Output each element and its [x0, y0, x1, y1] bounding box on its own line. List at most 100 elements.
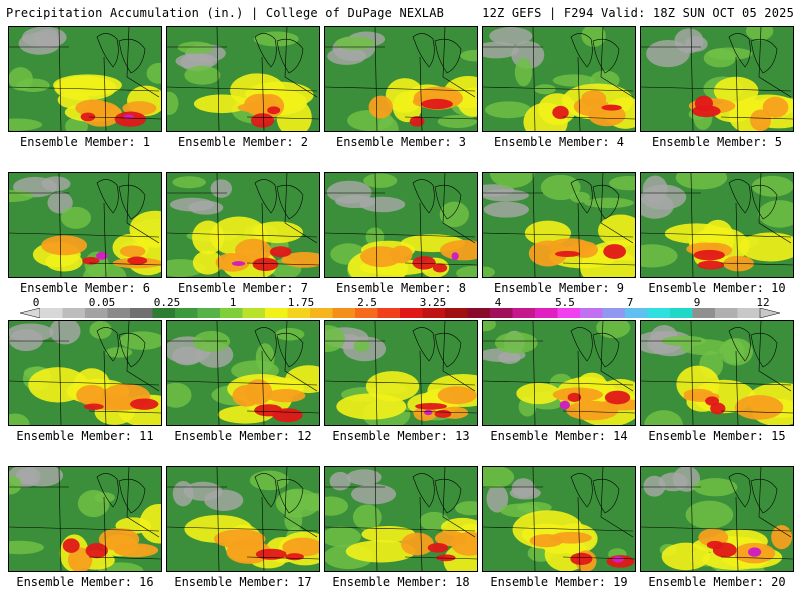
precip-map — [483, 467, 635, 571]
precip-contour — [646, 39, 690, 68]
precip-contour — [643, 475, 666, 497]
colorbar-segment — [422, 308, 446, 318]
state-boundary — [246, 262, 319, 266]
state-boundary — [600, 321, 634, 392]
precip-contour — [28, 367, 88, 403]
state-boundary — [758, 321, 792, 392]
precip-contour — [360, 246, 403, 268]
state-boundary — [261, 350, 265, 425]
state-boundary — [58, 27, 62, 131]
colorbar-tick-label: 12 — [756, 296, 770, 309]
precip-contour — [421, 98, 453, 110]
state-boundary — [404, 116, 477, 120]
state-boundary — [434, 38, 462, 74]
precip-contour — [252, 257, 279, 272]
colorbar-tick-label: 0 — [32, 296, 40, 309]
precip-contour — [94, 492, 115, 503]
ensemble-map-panel — [640, 320, 794, 426]
state-boundary — [374, 27, 378, 131]
state-boundary — [284, 467, 318, 538]
state-boundary — [254, 327, 277, 362]
state-boundary — [103, 350, 107, 425]
state-boundary — [720, 116, 793, 120]
precipitation-colorbar — [20, 308, 780, 318]
state-boundary — [720, 262, 793, 266]
ensemble-member-label: Ensemble Member: 6 — [19, 281, 151, 295]
ensemble-member-label: Ensemble Member: 17 — [174, 575, 312, 589]
state-boundary — [434, 332, 462, 368]
precip-map — [325, 173, 477, 277]
colorbar-tick-label: 7 — [626, 296, 634, 309]
precip-map — [641, 321, 793, 425]
state-boundary — [442, 173, 476, 244]
precip-contour — [680, 339, 731, 356]
precip-contour — [192, 250, 223, 275]
precip-contour — [483, 321, 496, 332]
state-boundary — [641, 232, 792, 238]
precip-contour — [534, 84, 556, 95]
precip-contour — [184, 65, 221, 85]
ensemble-map-panel — [482, 172, 636, 278]
colorbar-segment — [445, 308, 468, 318]
colorbar-tick-label: 4 — [494, 296, 502, 309]
ensemble-member-label: Ensemble Member: 3 — [335, 135, 467, 149]
precip-contour — [569, 191, 591, 203]
precip-contour — [368, 95, 393, 119]
colorbar-tick-label: 0.05 — [88, 296, 116, 309]
colorbar-segment — [265, 308, 288, 318]
precip-contour — [272, 408, 303, 423]
precip-contour — [552, 105, 569, 120]
state-boundary — [216, 27, 220, 131]
state-boundary — [720, 556, 793, 560]
state-boundary — [374, 173, 378, 277]
state-boundary — [103, 496, 107, 571]
state-boundary — [600, 173, 634, 244]
precip-contour — [516, 382, 561, 405]
ensemble-map-panel — [482, 320, 636, 426]
precip-contour — [661, 542, 710, 571]
state-boundary — [9, 86, 160, 92]
precip-contour — [415, 403, 447, 410]
precip-contour — [584, 197, 634, 209]
precip-contour — [269, 246, 292, 258]
precip-contour — [267, 106, 281, 115]
precip-contour — [336, 393, 407, 420]
precip-contour — [641, 244, 678, 268]
state-boundary — [728, 327, 751, 362]
state-boundary — [126, 27, 160, 98]
precip-contour — [16, 78, 50, 93]
colorbar-segment — [310, 308, 333, 318]
precip-contour — [734, 395, 784, 420]
precip-contour — [282, 537, 319, 557]
precip-map — [641, 27, 793, 131]
precip-contour — [528, 240, 568, 267]
precip-contour — [167, 91, 179, 116]
precip-contour — [335, 36, 375, 50]
state-boundary — [412, 473, 435, 508]
state-boundary — [532, 321, 536, 425]
state-boundary — [103, 202, 107, 277]
state-boundary — [641, 86, 792, 92]
precip-contour — [284, 508, 303, 533]
ensemble-member-label: Ensemble Member: 19 — [490, 575, 628, 589]
state-boundary — [750, 332, 778, 368]
precip-contour — [601, 104, 622, 111]
state-boundary — [103, 56, 107, 131]
state-boundary — [592, 184, 620, 220]
state-boundary — [750, 478, 778, 514]
state-boundary — [750, 184, 778, 220]
precip-contour — [540, 174, 581, 201]
precip-contour — [350, 483, 397, 505]
colorbar-segment — [692, 308, 716, 318]
state-boundary — [412, 327, 435, 362]
precip-contour — [494, 332, 538, 354]
precip-contour — [486, 484, 509, 513]
state-boundary — [254, 179, 277, 214]
state-boundary — [167, 232, 318, 238]
state-boundary — [216, 173, 220, 277]
state-boundary — [254, 473, 277, 508]
precip-contour — [483, 41, 519, 59]
precip-contour — [694, 95, 713, 112]
precip-contour — [509, 486, 541, 500]
precip-contour — [596, 321, 631, 339]
